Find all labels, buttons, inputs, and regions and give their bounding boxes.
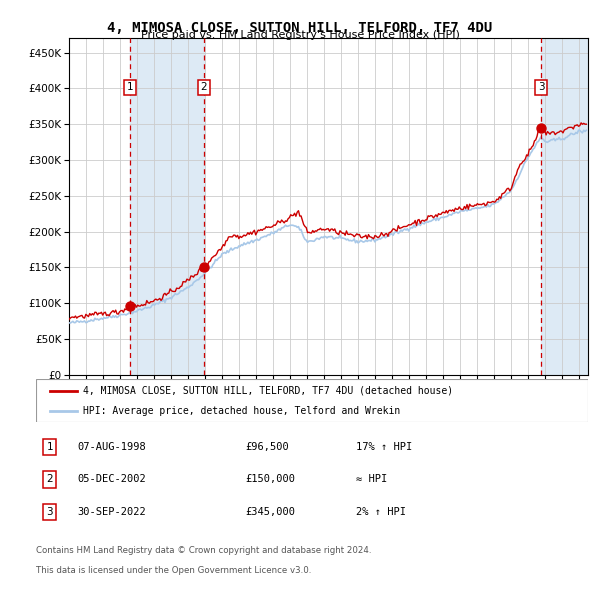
Text: 4, MIMOSA CLOSE, SUTTON HILL, TELFORD, TF7 4DU: 4, MIMOSA CLOSE, SUTTON HILL, TELFORD, T…	[107, 21, 493, 35]
Text: 2: 2	[46, 474, 53, 484]
Text: Price paid vs. HM Land Registry's House Price Index (HPI): Price paid vs. HM Land Registry's House …	[140, 30, 460, 40]
Bar	[130, 38, 204, 375]
Text: 30-SEP-2022: 30-SEP-2022	[77, 507, 146, 517]
Text: 17% ↑ HPI: 17% ↑ HPI	[356, 442, 412, 452]
Text: 1: 1	[127, 82, 133, 92]
FancyBboxPatch shape	[36, 379, 588, 422]
Text: £345,000: £345,000	[246, 507, 296, 517]
Text: 2% ↑ HPI: 2% ↑ HPI	[356, 507, 406, 517]
Text: £96,500: £96,500	[246, 442, 290, 452]
Bar	[541, 38, 588, 375]
Text: 3: 3	[538, 82, 545, 92]
Text: This data is licensed under the Open Government Licence v3.0.: This data is licensed under the Open Gov…	[36, 566, 311, 575]
Text: 05-DEC-2002: 05-DEC-2002	[77, 474, 146, 484]
Text: Contains HM Land Registry data © Crown copyright and database right 2024.: Contains HM Land Registry data © Crown c…	[36, 546, 371, 555]
Text: 07-AUG-1998: 07-AUG-1998	[77, 442, 146, 452]
Text: HPI: Average price, detached house, Telford and Wrekin: HPI: Average price, detached house, Telf…	[83, 407, 400, 416]
Text: 1: 1	[46, 442, 53, 452]
Text: 4, MIMOSA CLOSE, SUTTON HILL, TELFORD, TF7 4DU (detached house): 4, MIMOSA CLOSE, SUTTON HILL, TELFORD, T…	[83, 386, 453, 396]
Text: 3: 3	[46, 507, 53, 517]
Text: £150,000: £150,000	[246, 474, 296, 484]
Text: ≈ HPI: ≈ HPI	[356, 474, 388, 484]
Text: 2: 2	[200, 82, 207, 92]
